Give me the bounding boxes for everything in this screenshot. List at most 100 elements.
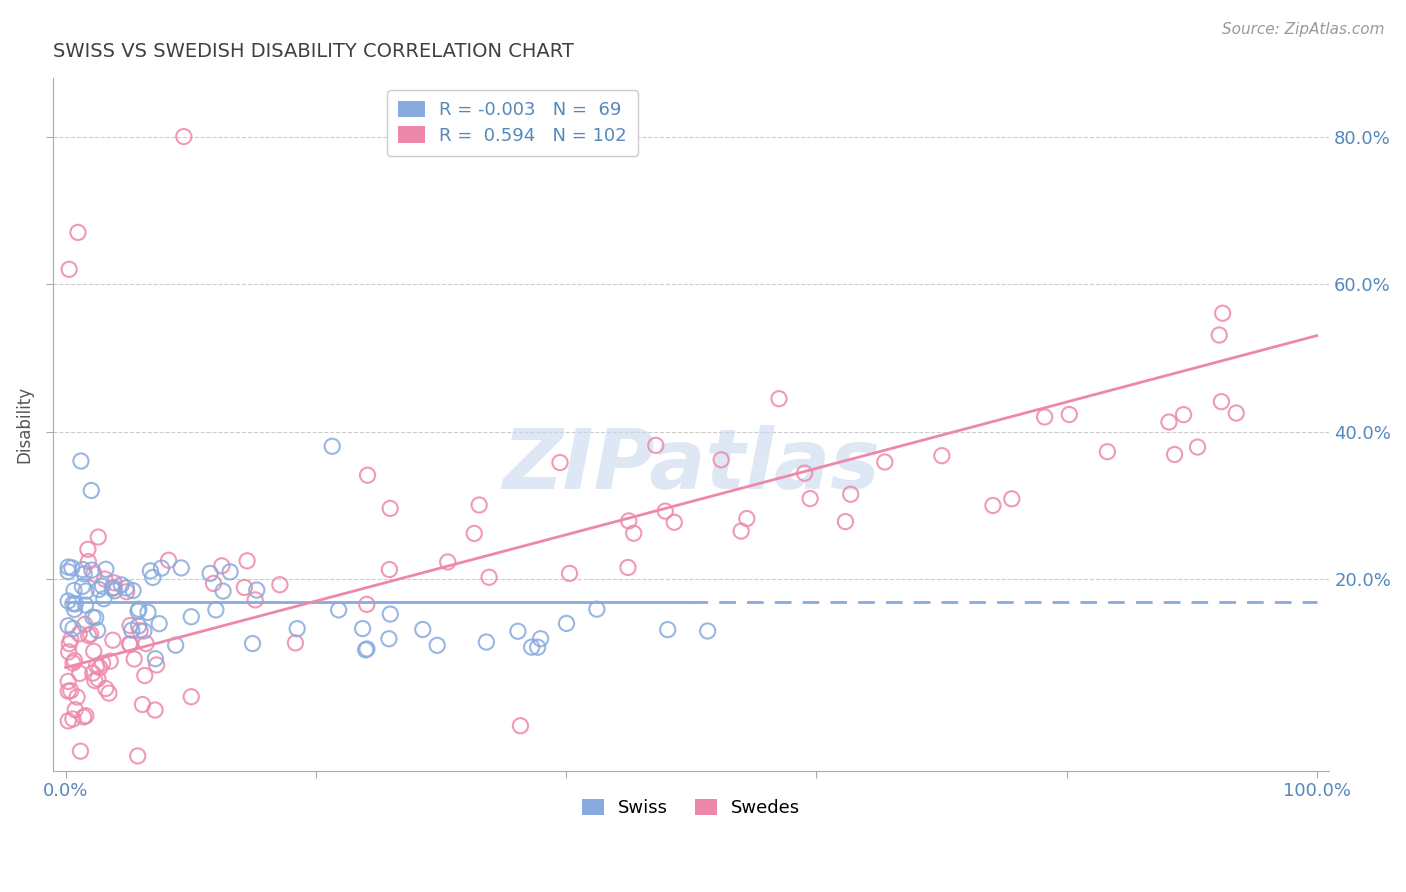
Point bbox=[83, 566, 105, 581]
Point bbox=[93, 591, 115, 606]
Point bbox=[87, 672, 110, 686]
Point bbox=[63, 703, 86, 717]
Point bbox=[768, 392, 790, 406]
Point bbox=[170, 561, 193, 575]
Point bbox=[219, 565, 242, 579]
Point bbox=[98, 654, 121, 668]
Point bbox=[269, 578, 291, 592]
Point bbox=[91, 579, 114, 593]
Point bbox=[127, 604, 149, 618]
Point bbox=[65, 597, 87, 611]
Point bbox=[118, 637, 141, 651]
Point bbox=[59, 683, 82, 698]
Point bbox=[931, 449, 953, 463]
Point bbox=[115, 581, 138, 595]
Point bbox=[246, 583, 269, 598]
Point bbox=[236, 554, 259, 568]
Point bbox=[548, 456, 571, 470]
Point bbox=[118, 618, 141, 632]
Point bbox=[356, 642, 378, 657]
Point bbox=[202, 576, 225, 591]
Point bbox=[63, 583, 86, 598]
Point bbox=[75, 584, 97, 599]
Point bbox=[378, 562, 401, 576]
Point bbox=[131, 698, 153, 712]
Point bbox=[1163, 448, 1185, 462]
Point bbox=[198, 566, 221, 581]
Point bbox=[205, 603, 228, 617]
Point bbox=[285, 622, 308, 636]
Point bbox=[143, 651, 166, 665]
Point bbox=[94, 681, 117, 696]
Point bbox=[1157, 415, 1180, 429]
Point bbox=[145, 657, 167, 672]
Y-axis label: Disability: Disability bbox=[15, 385, 32, 463]
Point bbox=[56, 594, 79, 608]
Point bbox=[87, 582, 110, 597]
Point bbox=[1097, 444, 1119, 458]
Point bbox=[873, 455, 896, 469]
Point bbox=[644, 438, 666, 452]
Point bbox=[72, 563, 94, 577]
Point bbox=[475, 635, 498, 649]
Point bbox=[67, 627, 90, 641]
Point bbox=[211, 558, 233, 573]
Point bbox=[143, 703, 166, 717]
Point bbox=[735, 511, 758, 525]
Point bbox=[56, 674, 79, 689]
Point bbox=[76, 542, 98, 557]
Point bbox=[412, 623, 434, 637]
Point bbox=[243, 592, 266, 607]
Point bbox=[66, 226, 89, 240]
Point bbox=[142, 570, 165, 584]
Point bbox=[793, 466, 815, 480]
Point bbox=[104, 583, 127, 598]
Point bbox=[89, 660, 111, 674]
Point bbox=[839, 487, 862, 501]
Point bbox=[56, 714, 79, 728]
Point bbox=[72, 579, 94, 593]
Point bbox=[110, 578, 132, 592]
Point bbox=[84, 610, 107, 624]
Point bbox=[115, 584, 138, 599]
Point bbox=[132, 624, 155, 638]
Point bbox=[139, 564, 162, 578]
Point bbox=[122, 652, 145, 666]
Text: ZIPatlas: ZIPatlas bbox=[502, 425, 880, 507]
Point bbox=[103, 575, 125, 590]
Point bbox=[1033, 409, 1056, 424]
Point bbox=[58, 262, 80, 277]
Point bbox=[83, 644, 105, 658]
Point bbox=[77, 555, 100, 569]
Point bbox=[1208, 328, 1230, 343]
Point bbox=[56, 684, 79, 698]
Point bbox=[526, 640, 548, 655]
Point bbox=[63, 654, 86, 668]
Point bbox=[1173, 408, 1195, 422]
Point bbox=[157, 553, 180, 567]
Point bbox=[1212, 306, 1234, 320]
Point bbox=[56, 565, 79, 579]
Point bbox=[617, 514, 640, 528]
Point bbox=[1211, 394, 1233, 409]
Point bbox=[1001, 491, 1024, 506]
Point bbox=[58, 637, 80, 651]
Point bbox=[654, 504, 676, 518]
Point bbox=[173, 129, 195, 144]
Text: Source: ZipAtlas.com: Source: ZipAtlas.com bbox=[1222, 22, 1385, 37]
Point bbox=[94, 562, 117, 576]
Point bbox=[82, 666, 104, 681]
Point bbox=[478, 570, 501, 584]
Point bbox=[657, 623, 679, 637]
Point bbox=[73, 617, 96, 632]
Point bbox=[135, 636, 157, 650]
Point bbox=[284, 636, 307, 650]
Point bbox=[426, 638, 449, 652]
Point bbox=[63, 602, 86, 616]
Point bbox=[328, 603, 350, 617]
Point bbox=[233, 581, 256, 595]
Point bbox=[77, 628, 100, 642]
Point bbox=[103, 581, 125, 595]
Point bbox=[80, 483, 103, 498]
Point bbox=[1059, 408, 1081, 422]
